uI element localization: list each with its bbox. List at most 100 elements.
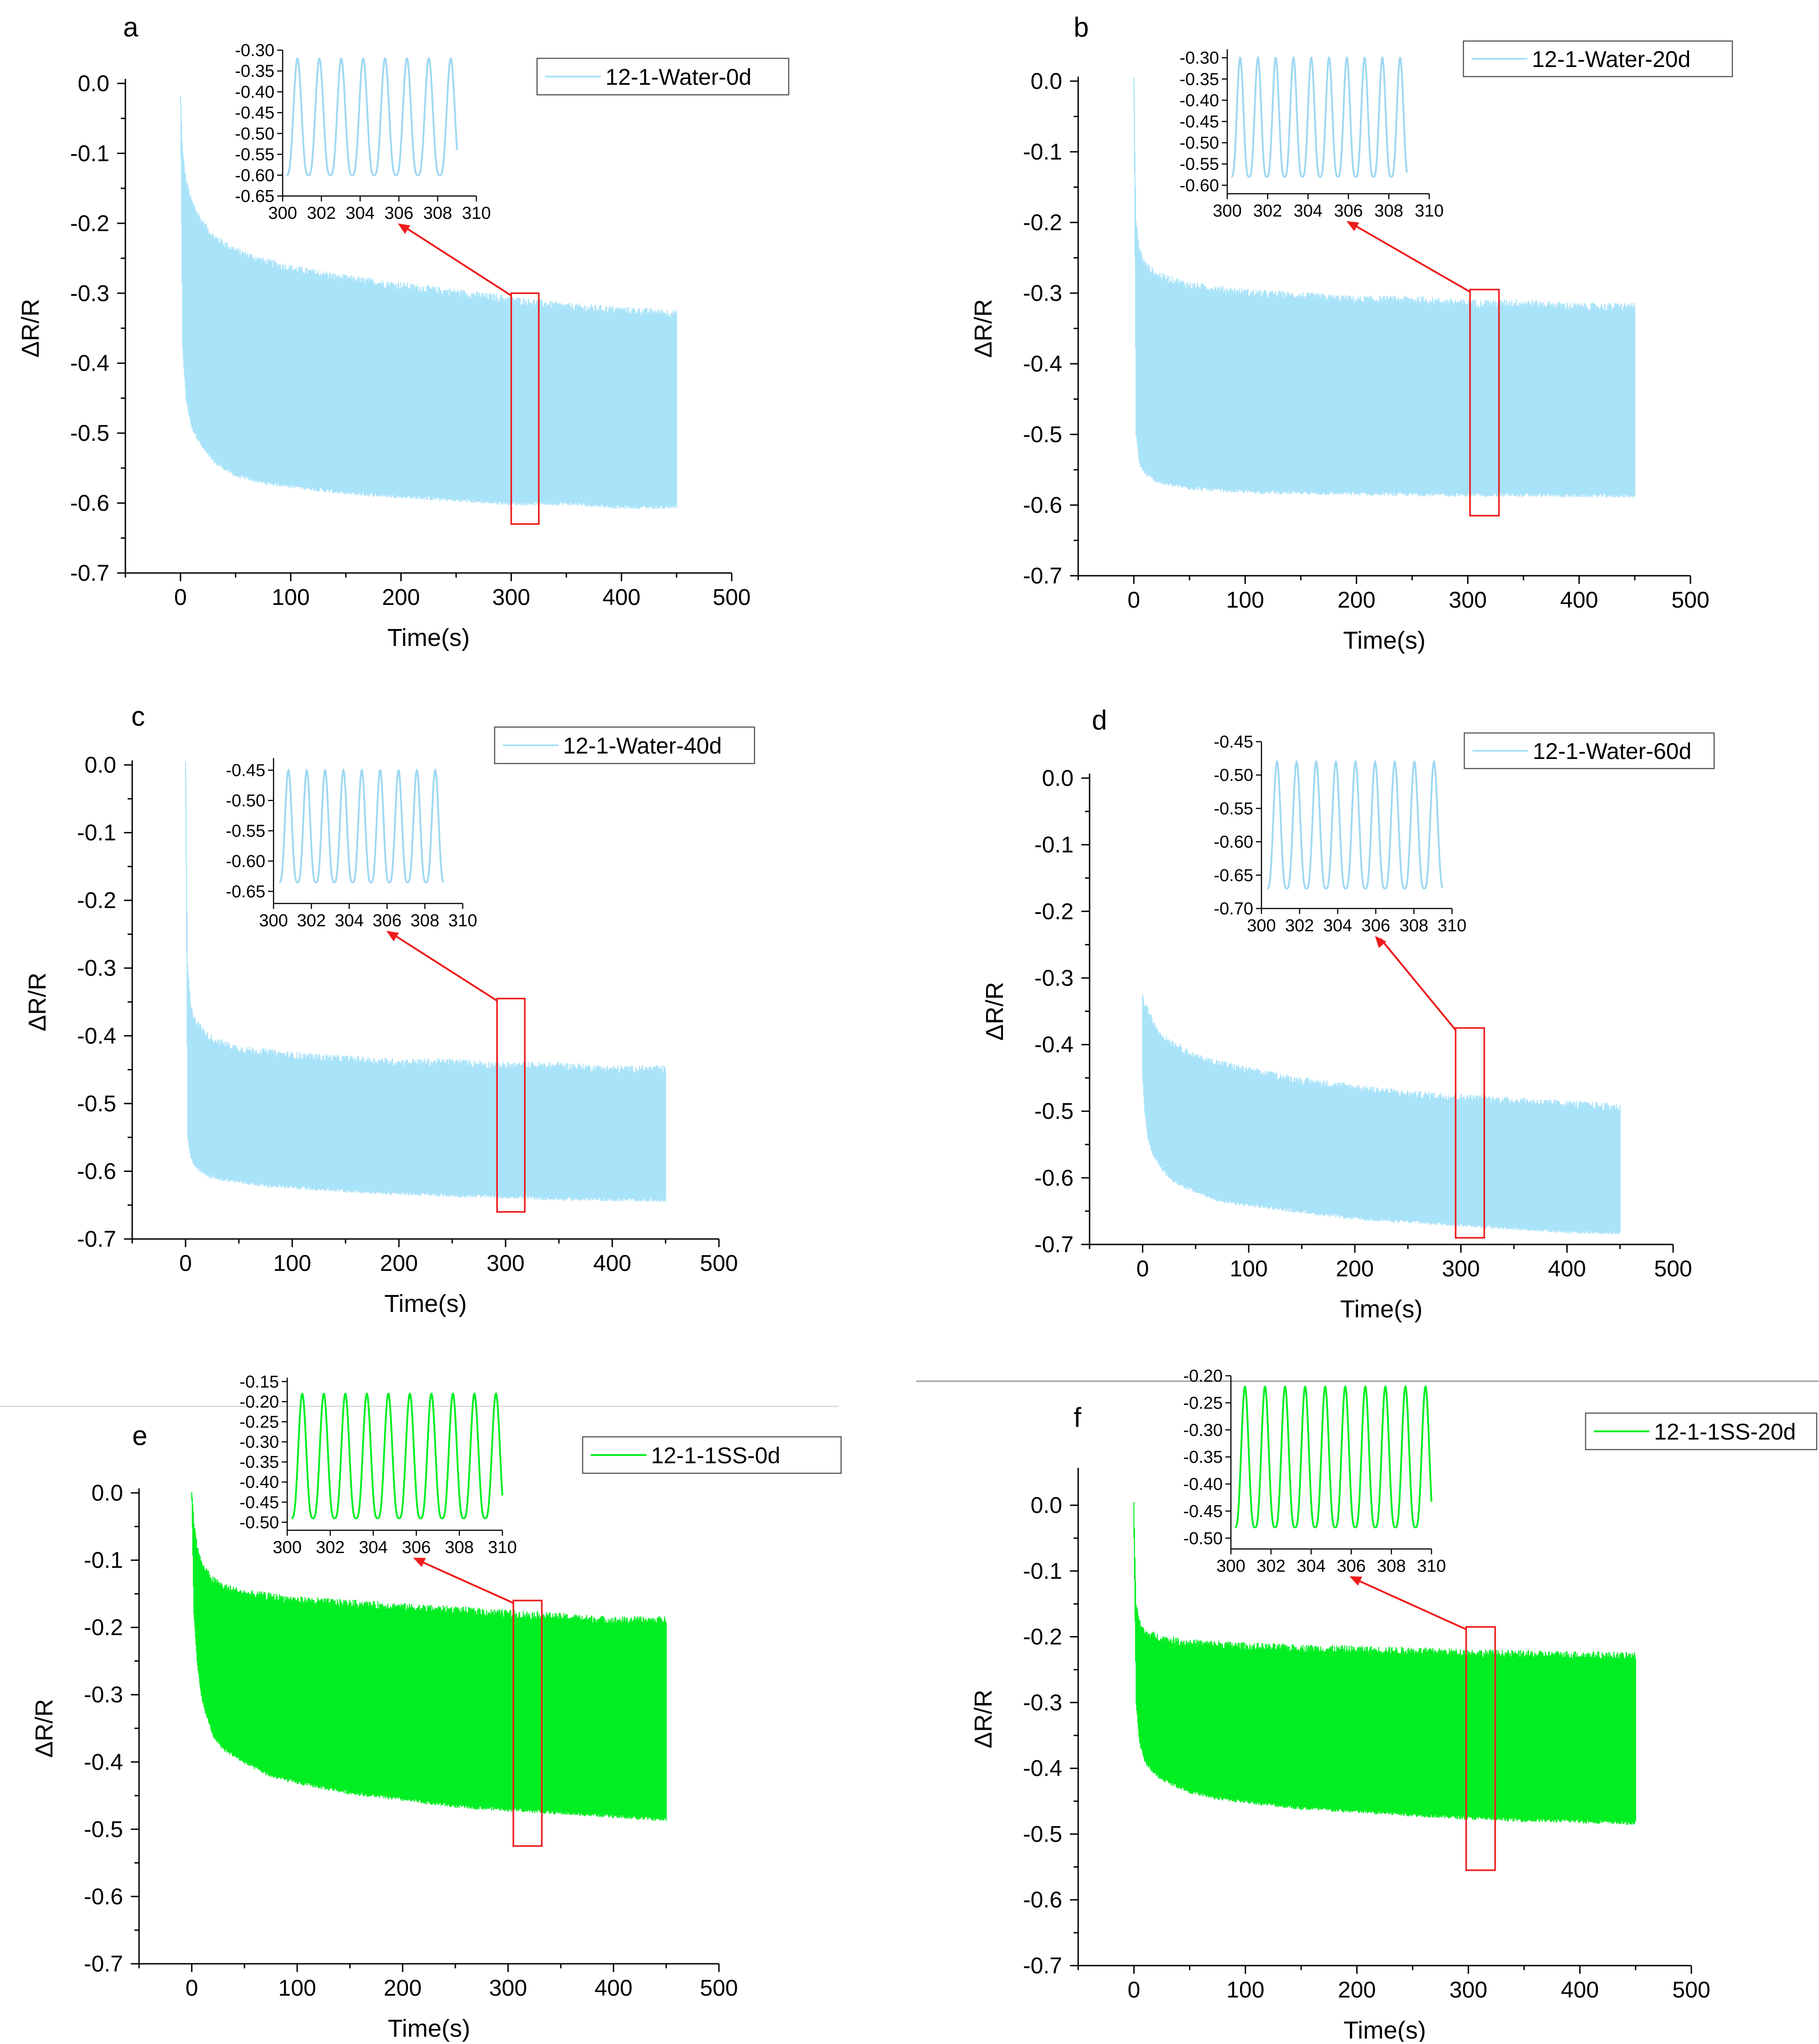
data-band-d xyxy=(1142,1004,1620,1226)
inset-y-tick-label: -0.40 xyxy=(239,1473,279,1492)
inset-x-tick-label: 302 xyxy=(1256,1557,1285,1576)
inset-y-tick-label: -0.55 xyxy=(226,822,265,841)
zoom-arrow-head xyxy=(1346,221,1359,232)
zoom-arrow-head xyxy=(413,1558,426,1567)
inset-y-tick-label: -0.25 xyxy=(239,1413,279,1432)
inset-y-tick-label: -0.45 xyxy=(1214,733,1253,752)
y-tick-label: -0.1 xyxy=(70,140,109,166)
inset-x-tick-label: 308 xyxy=(410,911,439,930)
zoom-box xyxy=(1455,1027,1485,1239)
inset-c: 300 302 304 306 308 310 -0.45 -0.50 -0.55 -0.60 -0… xyxy=(226,758,477,930)
data-band-b xyxy=(1134,74,1635,488)
x-tick-label: 200 xyxy=(1336,1256,1374,1281)
legend-label: 12-1-Water-20d xyxy=(1532,46,1690,72)
y-tick-label: -0.2 xyxy=(84,1615,123,1640)
y-tick-label: -0.2 xyxy=(1023,1624,1062,1650)
inset-x-tick-label: 306 xyxy=(372,911,401,930)
x-axis-title: Time(s) xyxy=(388,624,470,651)
x-tick-label: 400 xyxy=(1561,1977,1599,2003)
inset-x-tick-label: 310 xyxy=(1437,916,1466,935)
zoom-arrow-head xyxy=(386,931,399,941)
y-axis-title: ΔR/R xyxy=(970,299,997,358)
inset-x-tick-label: 300 xyxy=(1247,916,1276,935)
inset-x-tick-label: 302 xyxy=(1253,201,1282,221)
inset-y-tick-label: -0.55 xyxy=(1179,155,1219,174)
inset-y-tick-label: -0.30 xyxy=(1179,49,1219,68)
x-tick-label: 200 xyxy=(1338,587,1375,613)
y-tick-label: -0.1 xyxy=(77,820,116,846)
panel-d: d 0 100 200 300 400 500 0.0 -0.1 -0.2 -0.3 -0.4 -0.5… xyxy=(981,705,1715,1323)
y-tick-label: -0.2 xyxy=(77,888,116,913)
x-tick-label: 0 xyxy=(1136,1256,1149,1281)
data-band-e xyxy=(191,1493,667,1812)
inset-y-tick-label: -0.35 xyxy=(235,62,274,81)
inset-x-tick-label: 302 xyxy=(1285,916,1314,935)
inset-x-tick-label: 308 xyxy=(445,1538,474,1557)
inset-y-tick-label: -0.25 xyxy=(1183,1394,1223,1413)
y-tick-label: 0.0 xyxy=(1030,1492,1062,1518)
data-band-a xyxy=(180,90,677,500)
inset-x-tick-label: 306 xyxy=(1337,1557,1365,1576)
y-tick-label: -0.3 xyxy=(70,280,109,306)
inset-y-tick-label: -0.20 xyxy=(1183,1367,1223,1386)
panel-label: b xyxy=(1074,12,1089,42)
inset-d: 300 302 304 306 308 310 -0.45 -0.50 -0.55 -0.60 -0… xyxy=(1214,733,1466,935)
x-axis-title: Time(s) xyxy=(1344,2017,1426,2042)
x-tick-label: 0 xyxy=(1127,1977,1140,2003)
legend-label: 12-1-Water-60d xyxy=(1533,738,1691,764)
inset-x-tick-label: 304 xyxy=(1293,201,1322,221)
legend-label: 12-1-1SS-20d xyxy=(1654,1419,1796,1445)
y-tick-label: 0.0 xyxy=(91,1480,123,1506)
panel-b: b 0 100 200 300 400 500 0.0 -0.1 -0.2 -0.3 -0.4 -0.5… xyxy=(970,12,1733,654)
inset-y-tick-label: -0.60 xyxy=(1214,833,1253,852)
inset-y-tick-label: -0.55 xyxy=(235,145,274,165)
inset-y-tick-label: -0.55 xyxy=(1214,799,1253,818)
inset-y-tick-label: -0.40 xyxy=(1179,91,1219,110)
zoom-arrow xyxy=(1351,223,1471,293)
y-tick-label: -0.7 xyxy=(1034,1232,1074,1257)
y-axis-title: ΔR/R xyxy=(24,972,51,1031)
y-tick-label: -0.1 xyxy=(84,1548,123,1573)
x-axis-title: Time(s) xyxy=(1343,627,1426,654)
inset-x-tick-label: 310 xyxy=(1417,1557,1446,1576)
zoom-arrow xyxy=(1380,938,1457,1031)
inset-y-tick-label: -0.40 xyxy=(1183,1475,1223,1494)
y-tick-label: -0.6 xyxy=(70,490,109,516)
x-tick-label: 0 xyxy=(174,584,187,610)
inset-y-tick-label: -0.50 xyxy=(239,1513,279,1532)
inset-waveform xyxy=(1235,1385,1432,1528)
inset-x-tick-label: 308 xyxy=(423,204,452,223)
inset-y-tick-label: -0.35 xyxy=(1183,1448,1223,1467)
y-tick-label: -0.5 xyxy=(1023,1821,1062,1847)
y-tick-label: -0.4 xyxy=(1023,351,1062,377)
zoom-arrow xyxy=(391,933,498,1001)
zoom-box xyxy=(1469,289,1500,516)
x-tick-label: 200 xyxy=(382,584,420,610)
x-tick-label: 100 xyxy=(1226,587,1264,613)
data-band-c xyxy=(186,758,666,1193)
panel-label: d xyxy=(1092,705,1107,735)
inset-x-tick-label: 310 xyxy=(488,1538,517,1557)
inset-x-tick-label: 304 xyxy=(346,204,374,223)
inset-a: 300 302 304 306 308 310-0.30-0.35-0.40-0.45-0… xyxy=(235,41,491,223)
x-tick-label: 100 xyxy=(273,1250,311,1276)
x-tick-label: 400 xyxy=(1560,587,1598,613)
inset-x-tick-label: 300 xyxy=(268,204,297,223)
inset-x-tick-label: 300 xyxy=(1216,1557,1245,1576)
y-tick-label: 0.0 xyxy=(1030,68,1062,94)
inset-x-tick-label: 304 xyxy=(359,1538,388,1557)
x-tick-label: 0 xyxy=(179,1250,192,1276)
x-tick-label: 400 xyxy=(1548,1256,1586,1281)
y-tick-label: -0.6 xyxy=(1034,1165,1074,1191)
inset-y-tick-label: -0.60 xyxy=(1179,176,1219,195)
zoom-box xyxy=(1465,1626,1496,1871)
y-tick-label: -0.7 xyxy=(84,1951,123,1977)
x-axis-title: Time(s) xyxy=(1340,1296,1423,1323)
x-tick-label: 200 xyxy=(383,1975,421,2001)
inset-x-tick-label: 302 xyxy=(316,1538,345,1557)
inset-f: 300 302 304 306 308 310 -0.20 -0.25 -0.30 -0.35 -0… xyxy=(1183,1367,1446,1576)
zoom-arrow xyxy=(1354,1578,1467,1631)
x-tick-label: 100 xyxy=(1230,1256,1267,1281)
inset-y-tick-label: -0.50 xyxy=(235,124,274,144)
